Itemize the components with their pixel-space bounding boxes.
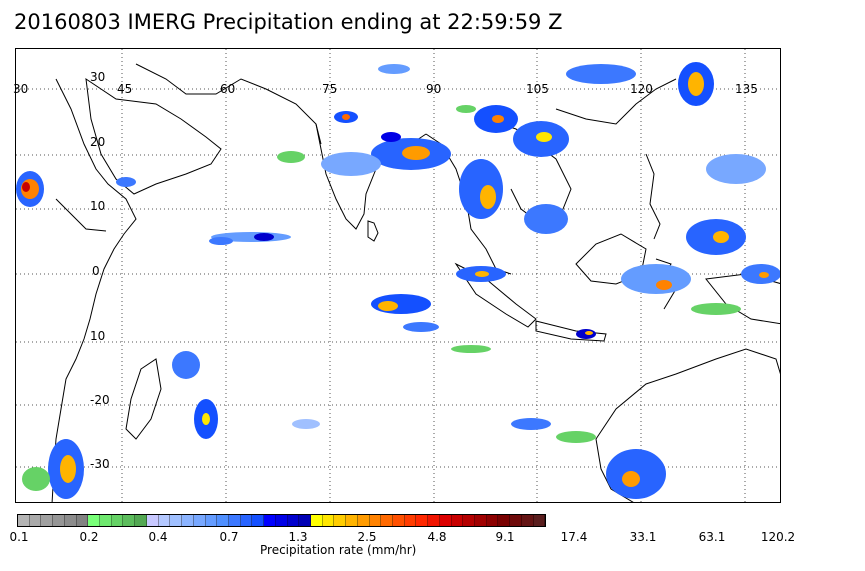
- colorbar-swatch: [369, 515, 382, 526]
- lon-label: 45: [117, 82, 133, 96]
- colorbar-swatch: [228, 515, 241, 526]
- lon-label: 135: [735, 82, 758, 96]
- colorbar-swatch: [41, 515, 54, 526]
- map-canvas: [16, 49, 780, 502]
- colorbar-tick-label: 0.1: [9, 530, 29, 544]
- colorbar-swatch: [463, 515, 476, 526]
- colorbar-tick-label: 120.2: [760, 530, 796, 544]
- colorbar-swatch: [182, 515, 194, 526]
- colorbar-tick-label: 0.4: [148, 530, 168, 544]
- colorbar-swatch: [404, 515, 417, 526]
- lat-label: -30: [90, 457, 110, 471]
- colorbar-swatch: [357, 515, 370, 526]
- colorbar-swatch: [299, 515, 311, 526]
- colorbar-swatch: [381, 515, 393, 526]
- colorbar-swatch: [393, 515, 405, 526]
- colorbar-tick-label: 17.4: [560, 530, 588, 544]
- colorbar-swatch: [123, 515, 136, 526]
- colorbar-tick-label: 63.1: [698, 530, 726, 544]
- colorbar-swatch: [193, 515, 206, 526]
- colorbar-swatch: [451, 515, 464, 526]
- colorbar-swatch: [416, 515, 429, 526]
- lon-label: 60: [220, 82, 236, 96]
- colorbar-swatch: [217, 515, 229, 526]
- colorbar-swatch: [486, 515, 499, 526]
- lat-label: 10: [90, 329, 106, 343]
- colorbar-swatch: [310, 515, 323, 526]
- colorbar-swatch: [275, 515, 288, 526]
- colorbar-swatch: [287, 515, 300, 526]
- colorbar-swatch: [64, 515, 77, 526]
- lat-label: 10: [90, 199, 106, 213]
- colorbar-swatch: [76, 515, 89, 526]
- colorbar-swatch: [439, 515, 452, 526]
- map-title: 20160803 IMERG Precipitation ending at 2…: [14, 10, 563, 34]
- colorbar-swatch: [158, 515, 171, 526]
- colorbar-swatch: [146, 515, 159, 526]
- colorbar-swatch: [170, 515, 183, 526]
- colorbar-swatch: [240, 515, 253, 526]
- colorbar-swatch: [135, 515, 147, 526]
- lon-label: 105: [526, 82, 549, 96]
- colorbar-swatch: [29, 515, 42, 526]
- lon-label: 75: [322, 82, 338, 96]
- lon-label: 120: [630, 82, 653, 96]
- colorbar-swatch: [88, 515, 101, 526]
- colorbar-tick-label: 9.1: [495, 530, 515, 544]
- colorbar-swatch: [346, 515, 358, 526]
- colorbar-swatch: [475, 515, 487, 526]
- colorbar-swatch: [53, 515, 65, 526]
- colorbar-swatch: [252, 515, 265, 526]
- lon-label: 90: [426, 82, 442, 96]
- colorbar-swatch: [18, 515, 30, 526]
- colorbar-tick-label: 2.5: [357, 530, 377, 544]
- colorbar-swatch: [334, 515, 347, 526]
- lon-label: 30: [13, 82, 29, 96]
- colorbar-swatch: [111, 515, 124, 526]
- lat-label-top: 30: [90, 70, 106, 84]
- colorbar-tick-label: 33.1: [629, 530, 657, 544]
- colorbar-unit-label: Precipitation rate (mm/hr): [260, 543, 417, 557]
- lat-label: 0: [92, 264, 100, 278]
- colorbar-swatch: [533, 515, 546, 526]
- colorbar-swatch: [264, 515, 276, 526]
- colorbar-tick-label: 4.8: [427, 530, 447, 544]
- precipitation-cells: [16, 62, 780, 499]
- colorbar-swatch: [498, 515, 511, 526]
- colorbar-tick-label: 0.2: [79, 530, 99, 544]
- colorbar: [17, 514, 547, 527]
- colorbar-swatch: [521, 515, 534, 526]
- colorbar-swatch: [100, 515, 112, 526]
- lat-label: 20: [90, 135, 106, 149]
- precipitation-map: [15, 48, 781, 503]
- colorbar-swatch: [322, 515, 335, 526]
- colorbar-swatch: [510, 515, 522, 526]
- colorbar-swatch: [428, 515, 440, 526]
- colorbar-tick-label: 0.7: [219, 530, 239, 544]
- colorbar-tick-label: 1.3: [288, 530, 308, 544]
- lat-label: -20: [90, 393, 110, 407]
- colorbar-swatch: [205, 515, 218, 526]
